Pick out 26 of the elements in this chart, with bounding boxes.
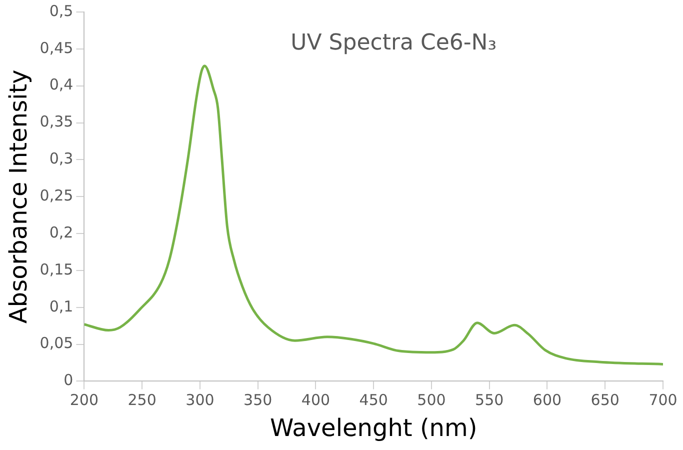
y-axis-title: Absorbance Intensity <box>4 70 33 324</box>
y-tick-label: 0,15 <box>40 260 74 278</box>
y-tick-label: 0,05 <box>40 334 74 352</box>
x-tick-label: 700 <box>648 391 678 410</box>
y-tick-label: 0,5 <box>49 2 74 20</box>
y-tick-label: 0,35 <box>40 112 74 131</box>
x-tick-label: 300 <box>186 391 214 410</box>
y-tick-label: 0,25 <box>40 186 74 204</box>
line-series <box>84 64 663 366</box>
y-tick-label: 0 <box>64 371 74 390</box>
y-tick-label: 0,3 <box>49 150 74 168</box>
x-tick-label: 500 <box>417 391 446 410</box>
x-tick-label: 450 <box>359 391 388 410</box>
x-tick-label: 650 <box>590 391 620 410</box>
y-tick-label: 0,1 <box>49 297 74 316</box>
text: UV Spectra Ce6-N₃ <box>290 30 497 56</box>
y-tick-label: 0,4 <box>49 76 74 94</box>
y-tick-label: 0,2 <box>49 223 74 242</box>
x-tick-label: 200 <box>70 391 99 410</box>
x-tick-label: 400 <box>301 391 330 410</box>
x-axis-title: Wavelenght (nm) <box>270 414 478 442</box>
x-tick-label: 250 <box>128 391 156 410</box>
y-tick-label: 0,45 <box>40 38 74 57</box>
x-tick-label: 350 <box>244 391 272 410</box>
x-tick-label: 600 <box>532 391 562 410</box>
x-tick-label: 550 <box>475 391 504 410</box>
